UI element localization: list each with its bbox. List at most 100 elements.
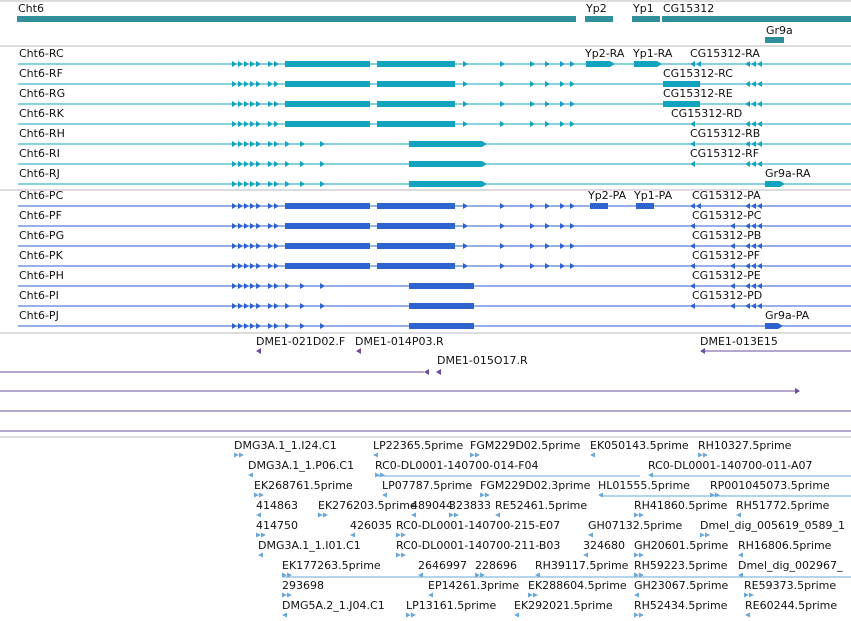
exon-arrow[interactable] [256, 141, 261, 147]
est-arrow[interactable] [535, 572, 540, 578]
exon-arrow[interactable] [268, 121, 273, 127]
exon-arrow[interactable] [244, 161, 249, 167]
exon-arrow[interactable] [745, 161, 750, 167]
est-arrow[interactable] [256, 512, 261, 518]
cds-block[interactable] [377, 203, 455, 209]
est-arrow[interactable] [744, 592, 749, 598]
exon-arrow[interactable] [560, 101, 565, 107]
est-arrow[interactable] [449, 512, 454, 518]
exon-arrow[interactable] [745, 121, 750, 127]
exon-arrow[interactable] [751, 203, 756, 209]
exon-arrow[interactable] [268, 203, 273, 209]
est-arrow[interactable] [396, 532, 401, 538]
exon[interactable] [377, 61, 455, 67]
exon-arrow[interactable] [256, 303, 261, 309]
exon-arrow[interactable] [256, 61, 261, 67]
exon-arrow[interactable] [780, 181, 785, 187]
exon-arrow[interactable] [274, 303, 279, 309]
exon-arrow[interactable] [482, 161, 487, 167]
probe-arrow[interactable] [356, 348, 361, 354]
exon-arrow[interactable] [285, 181, 290, 187]
probe-arrow[interactable] [436, 369, 441, 375]
exon-arrow[interactable] [250, 181, 255, 187]
exon-arrow[interactable] [757, 203, 762, 209]
exon-arrow[interactable] [751, 223, 756, 229]
exon-arrow[interactable] [463, 61, 468, 67]
exon-arrow[interactable] [463, 243, 468, 249]
est-arrow[interactable] [749, 592, 754, 598]
exon-arrow[interactable] [570, 121, 575, 127]
exon-arrow[interactable] [500, 203, 505, 209]
exon-arrow[interactable] [570, 101, 575, 107]
exon-arrow[interactable] [751, 61, 756, 67]
exon-arrow[interactable] [244, 141, 249, 147]
est-arrow[interactable] [248, 472, 253, 478]
exon-arrow[interactable] [274, 243, 279, 249]
exon-arrow[interactable] [250, 161, 255, 167]
est-arrow[interactable] [745, 612, 750, 618]
exon-arrow[interactable] [545, 101, 550, 107]
exon-arrow[interactable] [238, 181, 243, 187]
est-arrow[interactable] [380, 472, 385, 478]
est-arrow[interactable] [738, 552, 743, 558]
exon-arrow[interactable] [285, 141, 290, 147]
exon-arrow[interactable] [690, 283, 695, 289]
exon-arrow[interactable] [274, 101, 279, 107]
est-arrow[interactable] [703, 452, 708, 458]
exon-arrow[interactable] [250, 101, 255, 107]
exon-arrow[interactable] [250, 263, 255, 269]
exon-arrow[interactable] [320, 181, 325, 187]
exon-arrow[interactable] [232, 61, 237, 67]
exon[interactable] [285, 81, 370, 87]
exon-arrow[interactable] [238, 243, 243, 249]
exon-arrow[interactable] [238, 203, 243, 209]
exon-arrow[interactable] [690, 223, 695, 229]
cds-block[interactable] [285, 203, 370, 209]
est-arrow[interactable] [282, 612, 287, 618]
exon-arrow[interactable] [500, 223, 505, 229]
exon-arrow[interactable] [232, 81, 237, 87]
exon-arrow[interactable] [570, 223, 575, 229]
exon-arrow[interactable] [244, 303, 249, 309]
exon-arrow[interactable] [482, 141, 487, 147]
exon-arrow[interactable] [745, 283, 750, 289]
exon-arrow[interactable] [757, 81, 762, 87]
cds-block[interactable] [377, 243, 455, 249]
exon-arrow[interactable] [500, 263, 505, 269]
exon-arrow[interactable] [238, 61, 243, 67]
exon-arrow[interactable] [244, 81, 249, 87]
exon-arrow[interactable] [320, 141, 325, 147]
probe-arrow[interactable] [256, 348, 261, 354]
exon-arrow[interactable] [256, 81, 261, 87]
exon-arrow[interactable] [300, 141, 305, 147]
exon-arrow[interactable] [463, 81, 468, 87]
est-arrow[interactable] [528, 592, 533, 598]
est-arrow[interactable] [495, 512, 500, 518]
exon-arrow[interactable] [274, 223, 279, 229]
exon-arrow[interactable] [238, 141, 243, 147]
exon-arrow[interactable] [238, 303, 243, 309]
gene-bar[interactable] [17, 16, 576, 22]
exon-arrow[interactable] [463, 121, 468, 127]
exon-arrow[interactable] [570, 203, 575, 209]
exon-arrow[interactable] [274, 263, 279, 269]
exon-arrow[interactable] [268, 61, 273, 67]
exon[interactable] [409, 161, 482, 167]
exon-arrow[interactable] [250, 303, 255, 309]
exon-arrow[interactable] [238, 223, 243, 229]
est-arrow[interactable] [256, 532, 261, 538]
exon[interactable] [409, 141, 482, 147]
exon-arrow[interactable] [730, 283, 735, 289]
est-arrow[interactable] [485, 492, 490, 498]
exon-arrow[interactable] [285, 283, 290, 289]
exon-arrow[interactable] [530, 121, 535, 127]
est-arrow[interactable] [710, 492, 715, 498]
cds-block[interactable] [409, 283, 474, 289]
exon-arrow[interactable] [730, 243, 735, 249]
exon-arrow[interactable] [757, 101, 762, 107]
est-arrow[interactable] [588, 532, 593, 538]
est-arrow[interactable] [634, 512, 639, 518]
exon-arrow[interactable] [232, 121, 237, 127]
exon-arrow[interactable] [690, 141, 695, 147]
exon-arrow[interactable] [500, 81, 505, 87]
